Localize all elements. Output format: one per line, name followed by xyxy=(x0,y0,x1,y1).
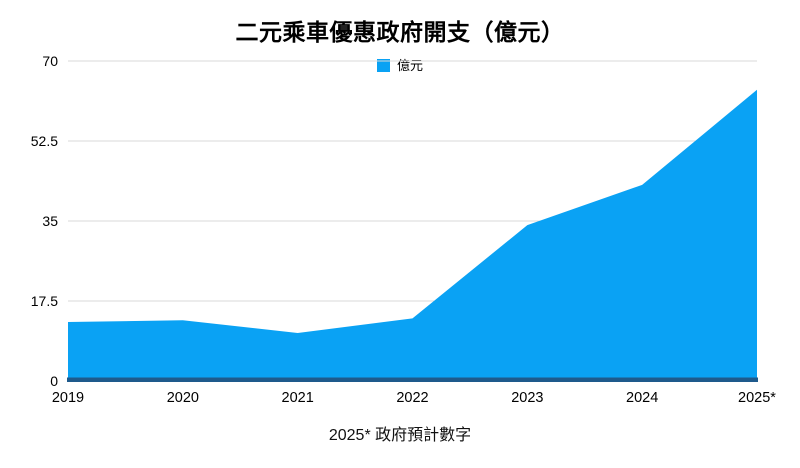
area-series-group xyxy=(68,89,757,382)
y-tick-label: 17.5 xyxy=(31,293,58,309)
x-axis-line-group xyxy=(67,377,758,382)
y-tick-label: 35 xyxy=(42,213,58,229)
y-axis-labels-group: 0 17.5 35 52.5 70 xyxy=(31,53,58,389)
x-tick-label: 2019 xyxy=(52,390,84,406)
x-tick-label: 2022 xyxy=(396,390,428,406)
chart-footnote: 2025* 政府預計數字 xyxy=(328,427,472,444)
x-tick-label: 2020 xyxy=(167,390,199,406)
y-tick-label: 70 xyxy=(42,53,58,69)
x-tick-label: 2023 xyxy=(511,390,543,406)
x-tick-label: 2021 xyxy=(282,390,314,406)
x-axis-labels-group: 2019 2020 2021 2022 2023 2024 2025* xyxy=(52,390,776,406)
gridlines-group xyxy=(68,60,757,302)
x-tick-label: 2025* xyxy=(738,390,776,406)
chart-title: 二元乘車優惠政府開支（億元） xyxy=(235,19,565,45)
y-tick-label: 0 xyxy=(50,373,58,389)
x-axis-line xyxy=(67,377,758,382)
y-tick-label: 52.5 xyxy=(31,133,58,149)
x-tick-label: 2024 xyxy=(626,390,658,406)
area-series xyxy=(68,89,757,382)
